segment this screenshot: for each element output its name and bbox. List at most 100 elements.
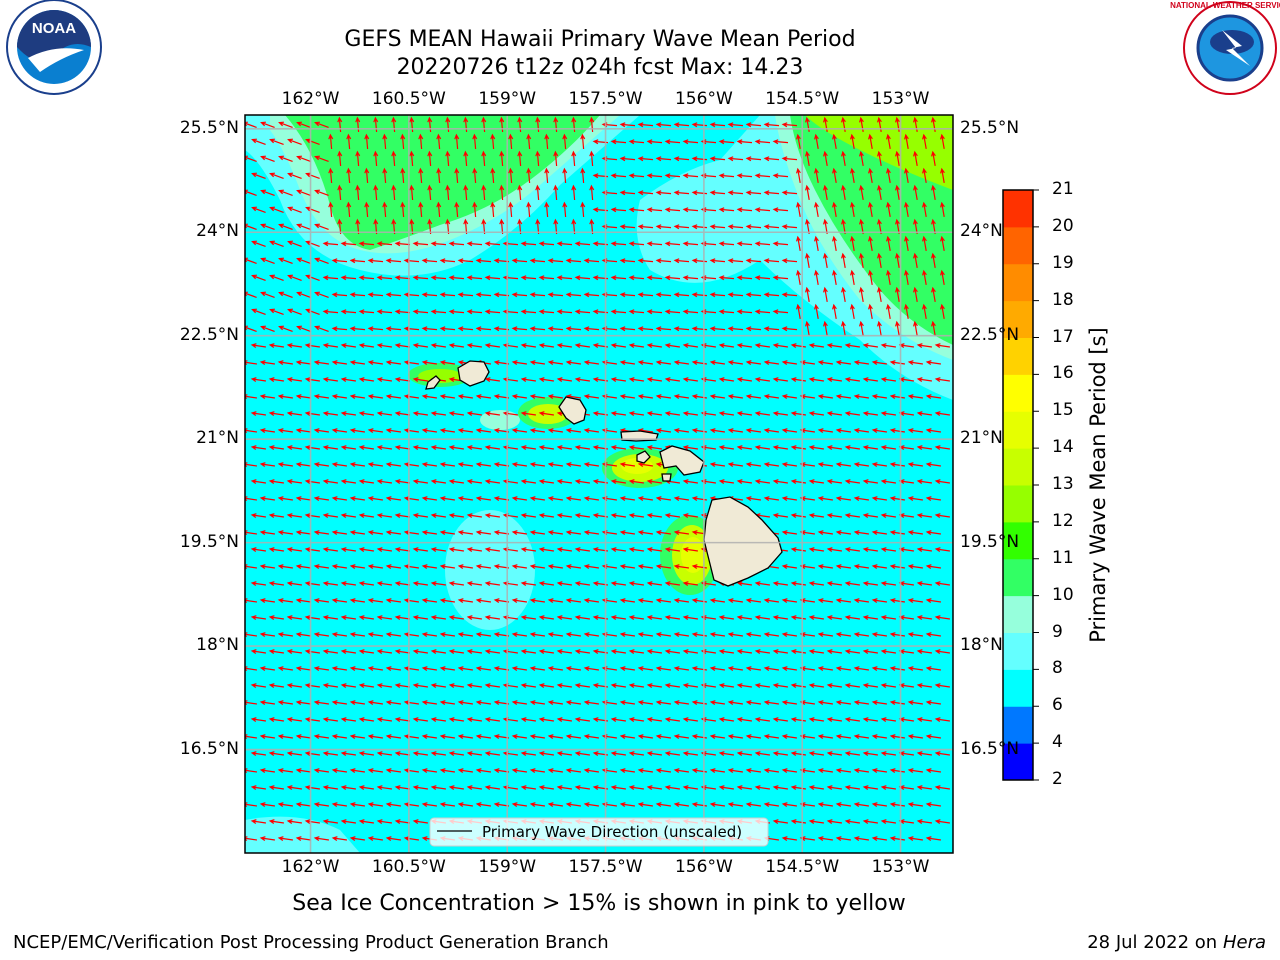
wave-arrow <box>322 479 338 484</box>
wave-arrow <box>826 513 842 518</box>
wave-arrow <box>862 819 878 824</box>
wave-arrow <box>250 717 266 722</box>
wave-arrow <box>871 802 887 807</box>
map-grid <box>245 115 953 853</box>
wave-arrow <box>835 428 851 433</box>
wave-arrow <box>835 530 851 535</box>
colorbar-tick-label: 8 <box>1052 658 1063 679</box>
wave-arrow <box>628 411 644 416</box>
wave-arrow <box>278 257 293 264</box>
wave-arrow <box>763 326 780 332</box>
wave-arrow <box>508 167 514 184</box>
wave-arrow <box>565 292 582 298</box>
colorbar-tick-label: 9 <box>1052 621 1063 642</box>
wave-arrow <box>484 751 500 756</box>
wave-arrow <box>547 768 563 773</box>
wave-arrow <box>349 428 365 433</box>
wave-arrow <box>412 411 428 416</box>
wave-arrow <box>394 785 410 790</box>
wave-arrow <box>889 836 905 841</box>
wave-arrow <box>385 428 401 433</box>
wave-arrow <box>799 666 815 671</box>
wave-arrow <box>286 819 302 824</box>
wave-arrow <box>781 156 798 162</box>
wave-arrow <box>808 377 824 382</box>
wave-arrow <box>472 167 478 184</box>
wave-arrow <box>547 598 563 603</box>
wave-arrow <box>520 785 536 790</box>
wave-arrow <box>313 802 329 807</box>
wave-arrow <box>565 496 581 501</box>
colorbar-tick-label: 14 <box>1052 437 1074 458</box>
wave-arrow <box>286 785 302 790</box>
wave-arrow <box>646 615 662 620</box>
wave-arrow <box>448 717 464 722</box>
wave-arrow <box>355 150 361 167</box>
wave-arrow <box>511 768 527 773</box>
wave-arrow <box>445 116 451 133</box>
wave-arrow <box>682 649 698 654</box>
wave-arrow <box>394 615 410 620</box>
wave-arrow <box>934 445 950 450</box>
wave-arrow <box>286 411 302 416</box>
wave-arrow <box>628 445 644 450</box>
wave-arrow <box>904 235 909 252</box>
wave-arrow <box>754 411 770 416</box>
wave-arrow <box>466 785 482 790</box>
wave-arrow <box>781 666 797 671</box>
wave-arrow <box>394 377 410 382</box>
wave-arrow <box>814 133 819 150</box>
wave-arrow <box>835 734 851 739</box>
wave-arrow <box>763 394 779 399</box>
wave-arrow <box>610 547 626 552</box>
wave-arrow <box>889 360 905 365</box>
wave-arrow <box>268 717 284 722</box>
wave-arrow <box>718 173 735 179</box>
wave-arrow <box>517 150 523 167</box>
wave-arrow <box>376 683 392 688</box>
wave-arrow <box>457 326 474 332</box>
wave-arrow <box>583 802 599 807</box>
wave-arrow <box>499 150 505 167</box>
wave-arrow <box>367 462 383 467</box>
wave-arrow <box>772 513 788 518</box>
wave-arrow <box>781 428 797 433</box>
colorbar-segment <box>1003 300 1033 338</box>
wave-arrow <box>439 734 455 739</box>
wave-arrow <box>931 286 936 303</box>
wave-arrow <box>781 768 797 773</box>
wave-arrow <box>403 258 420 264</box>
wave-arrow <box>664 649 680 654</box>
wave-arrow <box>421 598 437 603</box>
wave-arrow <box>925 394 941 399</box>
wave-arrow <box>574 377 590 382</box>
wave-arrow <box>610 581 626 586</box>
wave-arrow <box>349 564 365 569</box>
wave-arrow <box>853 734 869 739</box>
wave-arrow <box>475 632 491 637</box>
wave-arrow <box>358 615 374 620</box>
wave-arrow <box>394 717 410 722</box>
wave-arrow <box>373 150 379 167</box>
wave-arrow <box>538 751 554 756</box>
wave-arrow <box>287 138 302 145</box>
wave-arrow <box>772 173 789 179</box>
wave-arrow <box>385 700 401 705</box>
colorbar-segment <box>1003 337 1033 375</box>
wave-arrow <box>925 462 941 467</box>
wave-arrow <box>574 513 590 518</box>
wave-arrow <box>466 445 482 450</box>
wave-arrow <box>871 496 887 501</box>
wave-arrow <box>709 292 726 298</box>
wave-arrow <box>727 360 743 365</box>
wave-arrow <box>250 513 266 518</box>
wave-arrow <box>421 700 437 705</box>
wave-arrow <box>511 258 528 264</box>
wave-arrow <box>448 649 464 654</box>
wave-arrow <box>296 291 311 298</box>
wave-arrow <box>823 252 828 269</box>
wave-arrow <box>844 819 860 824</box>
wave-arrow <box>574 649 590 654</box>
wave-arrow <box>269 308 284 315</box>
wave-arrow <box>673 394 689 399</box>
